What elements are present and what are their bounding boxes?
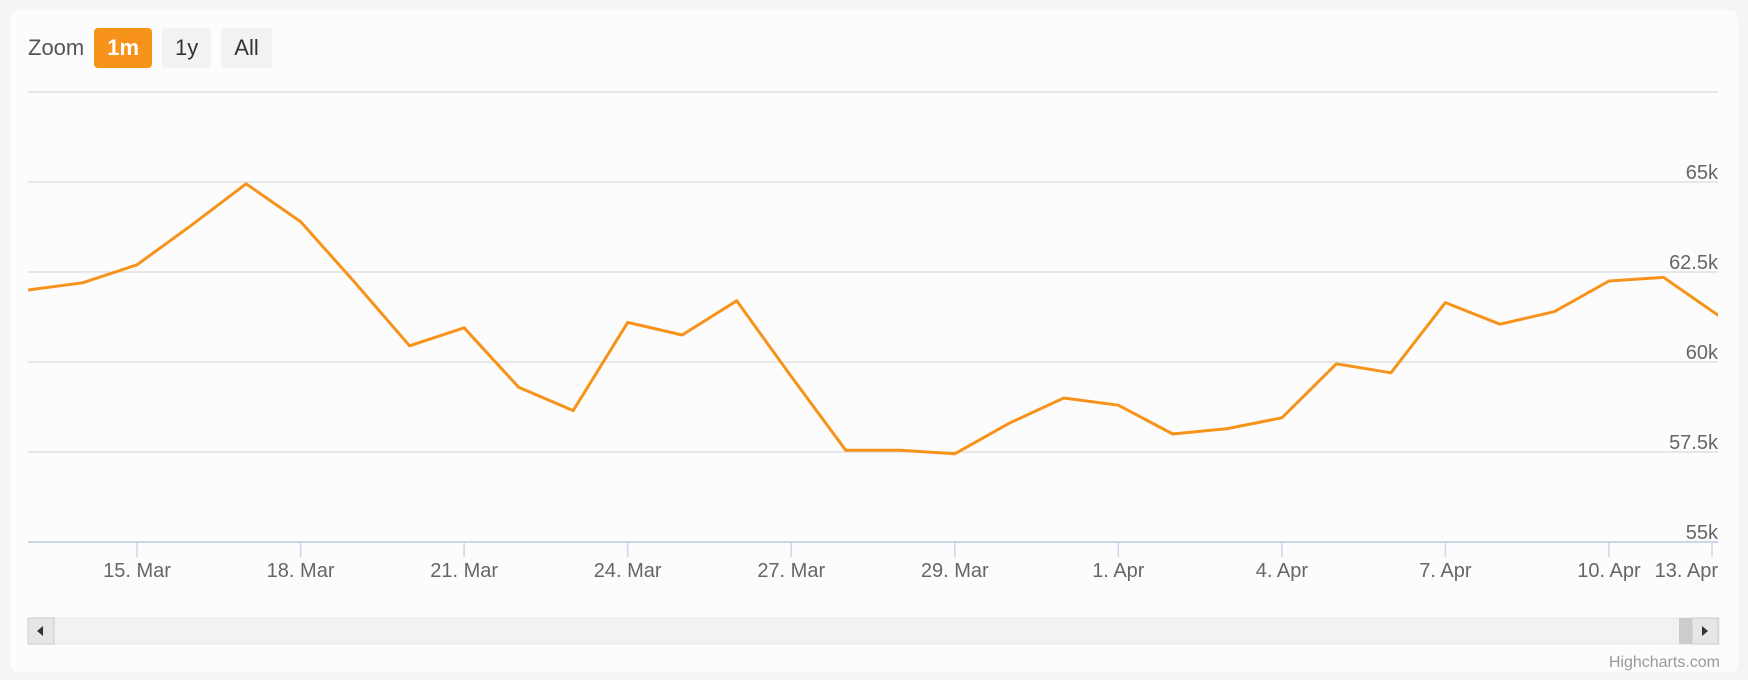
x-tick-label: 29. Mar	[921, 560, 989, 582]
x-tick-label: 1. Apr	[1092, 560, 1145, 582]
x-axis-ticks	[136, 542, 1713, 557]
chevron-left-icon	[37, 626, 43, 636]
y-axis-labels: 55k 57.5k 60k 62.5k 65k	[1669, 162, 1719, 544]
y-tick-label: 62.5k	[1669, 252, 1719, 274]
x-tick-label: 7. Apr	[1419, 560, 1472, 582]
zoom-all-button[interactable]: All	[221, 28, 272, 68]
navigator-scrollbar[interactable]	[27, 617, 1720, 645]
x-tick-label: 4. Apr	[1256, 560, 1309, 582]
x-tick-label: 13. Apr	[1655, 560, 1719, 582]
chevron-right-icon	[1702, 626, 1708, 636]
y-tick-label: 55k	[1686, 522, 1719, 544]
zoom-label: Zoom	[28, 35, 85, 60]
scrollbar-thumb[interactable]	[1679, 618, 1692, 644]
y-tick-label: 65k	[1686, 162, 1719, 184]
zoom-1m-button[interactable]: 1m	[94, 28, 153, 68]
series-line	[28, 182, 1718, 456]
y-tick-label: 60k	[1686, 342, 1719, 364]
x-axis-labels: 15. Mar 18. Mar 21. Mar 24. Mar 27. Mar 29. M…	[103, 560, 1718, 582]
x-tick-label: 18. Mar	[267, 560, 335, 582]
x-tick-label: 21. Mar	[430, 560, 498, 582]
x-tick-label: 10. Apr	[1577, 560, 1641, 582]
x-tick-label: 24. Mar	[594, 560, 662, 582]
chart-card	[10, 10, 1738, 672]
series-layer	[28, 182, 1718, 456]
x-tick-label: 15. Mar	[103, 560, 171, 582]
y-tick-label: 57.5k	[1669, 432, 1719, 454]
scrollbar-track[interactable]	[27, 617, 1720, 645]
zoom-1y-button[interactable]: 1y	[162, 28, 212, 68]
grid-lines	[28, 91, 1718, 453]
x-tick-label: 27. Mar	[757, 560, 825, 582]
range-selector: Zoom 1m 1y All	[28, 28, 272, 68]
credits-link[interactable]: Highcharts.com	[1608, 654, 1720, 671]
